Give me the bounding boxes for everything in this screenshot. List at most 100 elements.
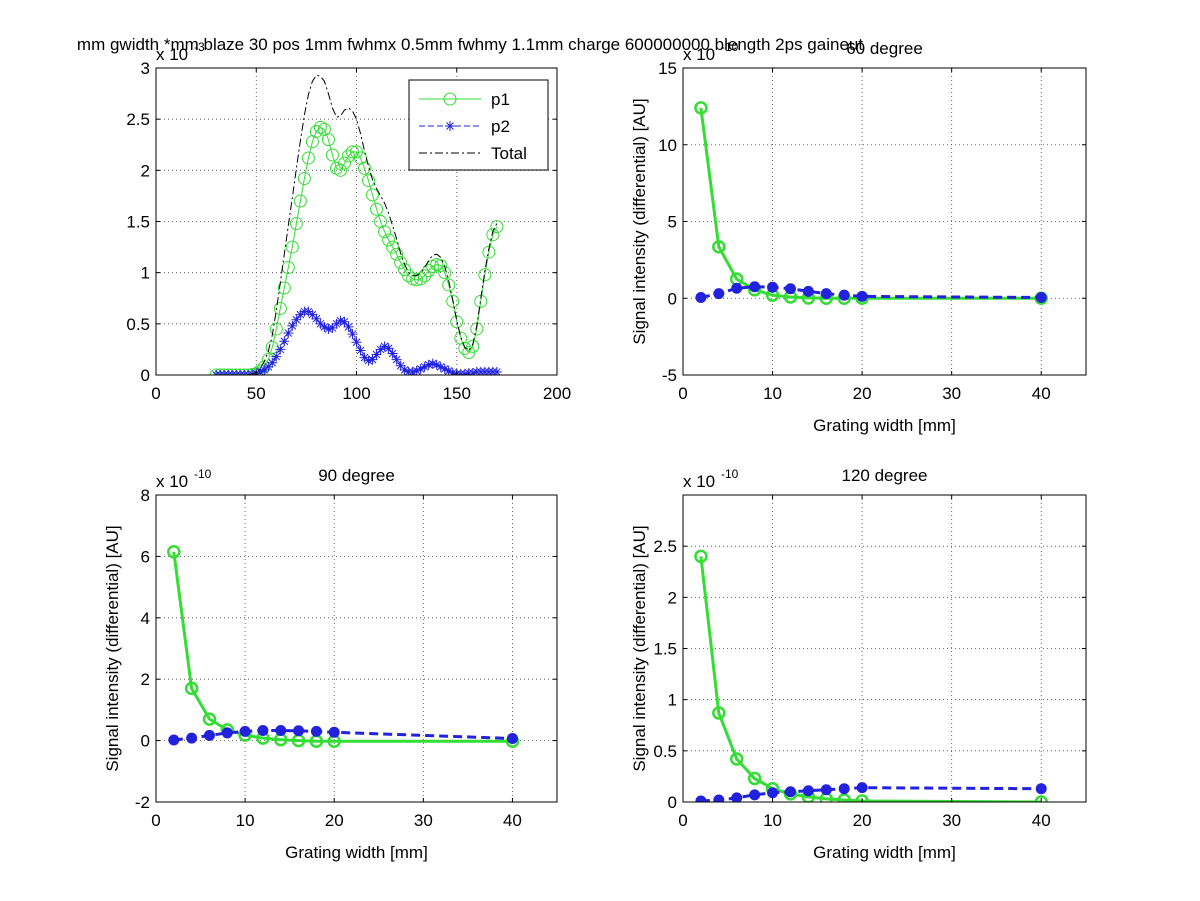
y-exponent-power: -10 <box>721 40 739 54</box>
data-point <box>486 228 500 242</box>
data-point <box>394 255 408 269</box>
x-tick-label: 10 <box>236 811 255 830</box>
data-point <box>209 368 223 375</box>
data-point <box>307 309 318 320</box>
data-point <box>275 344 286 355</box>
data-point <box>418 269 432 283</box>
x-tick-label: 10 <box>763 384 782 403</box>
data-point <box>695 291 707 303</box>
data-point <box>391 354 402 365</box>
y-exponent-label: x 10 <box>683 45 715 64</box>
plot-area <box>683 495 1086 802</box>
x-tick-label: 200 <box>543 384 571 403</box>
x-tick-label: 20 <box>853 811 872 830</box>
y-exponent-power: -3 <box>194 40 205 54</box>
data-point <box>213 368 227 375</box>
y-tick-label: 2 <box>141 161 150 180</box>
data-point <box>375 344 386 355</box>
data-point <box>303 306 314 317</box>
x-axis-label: Grating width [mm] <box>813 416 956 435</box>
x-tick-label: 40 <box>503 811 522 830</box>
legend-marker <box>445 121 455 131</box>
x-tick-label: 0 <box>678 811 687 830</box>
data-point <box>379 341 390 352</box>
legend: p1 p2 Total <box>408 79 549 171</box>
x-tick-label: 150 <box>443 384 471 403</box>
data-point <box>203 729 215 741</box>
data-point <box>729 752 744 766</box>
data-point <box>343 321 354 332</box>
figure-suptitle: mm gwidth *mm blaze 30 pos 1mm fwhmx 0.5… <box>77 35 863 54</box>
series-group <box>167 545 520 748</box>
data-point <box>459 368 470 375</box>
data-point <box>184 681 199 696</box>
data-point <box>443 365 454 375</box>
x-tick-label: 50 <box>247 384 266 403</box>
data-point <box>355 345 366 356</box>
data-point <box>273 301 287 315</box>
data-point <box>749 789 761 801</box>
data-point <box>295 309 306 320</box>
data-point <box>491 366 502 375</box>
data-point <box>321 133 335 147</box>
x-tick-label: 20 <box>325 811 344 830</box>
data-point <box>371 349 382 360</box>
data-point <box>694 101 708 115</box>
data-point <box>347 329 358 340</box>
data-point <box>168 734 180 746</box>
y-exponent-label: x 10 <box>683 472 715 491</box>
data-point <box>221 727 233 739</box>
data-point <box>855 794 869 802</box>
data-point <box>323 323 334 334</box>
x-tick-label: 20 <box>853 384 872 403</box>
data-point <box>277 281 291 295</box>
data-point <box>255 366 266 375</box>
x-tick-label: 0 <box>151 811 160 830</box>
data-point <box>447 367 458 375</box>
data-point <box>467 367 478 375</box>
y-tick-label: 0.5 <box>653 742 677 761</box>
data-point <box>731 282 743 294</box>
data-point <box>1035 291 1047 303</box>
data-point <box>366 188 380 202</box>
legend-label: Total <box>491 144 527 163</box>
y-tick-label: 0 <box>141 366 150 385</box>
data-point <box>275 724 287 736</box>
legend-label: p1 <box>491 90 510 109</box>
data-point <box>269 322 283 336</box>
series-group <box>209 74 504 375</box>
data-point <box>478 268 492 282</box>
data-point <box>279 336 290 347</box>
x-tick-label: 30 <box>942 384 961 403</box>
data-point <box>217 368 231 375</box>
data-point <box>767 281 779 293</box>
data-point <box>419 361 430 372</box>
data-point <box>442 278 456 292</box>
y-tick-label: -5 <box>662 366 677 385</box>
y-exponent-power: -10 <box>721 467 739 481</box>
data-point <box>221 368 235 375</box>
data-point <box>241 368 255 375</box>
y-tick-label: 3 <box>141 59 150 78</box>
data-point <box>466 339 480 353</box>
data-point <box>293 725 305 737</box>
data-point <box>713 794 725 802</box>
data-point <box>319 321 330 332</box>
data-point <box>267 357 278 368</box>
x-tick-label: 0 <box>678 384 687 403</box>
x-axis-label: Grating width [mm] <box>285 843 428 862</box>
y-tick-label: 0 <box>668 793 677 812</box>
data-point <box>784 283 796 295</box>
data-point <box>289 217 303 231</box>
x-tick-label: 30 <box>414 811 433 830</box>
x-tick-label: 40 <box>1032 811 1051 830</box>
subplot-title: 120 degree <box>841 466 927 485</box>
data-point <box>311 313 322 324</box>
data-point <box>506 732 518 744</box>
y-tick-label: 4 <box>141 609 150 628</box>
y-tick-label: 2 <box>141 670 150 689</box>
plot-area <box>683 68 1086 375</box>
data-point <box>482 245 496 259</box>
